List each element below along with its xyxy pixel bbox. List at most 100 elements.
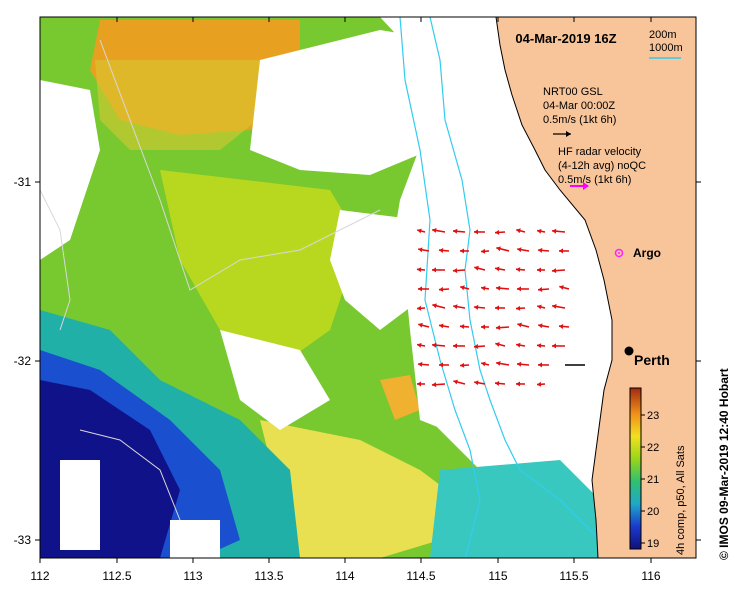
radar-velocity-arrowhead — [474, 380, 479, 386]
contour-200m — [429, 17, 611, 558]
radar-velocity-arrowhead — [418, 361, 423, 367]
radar-velocity-arrowhead — [481, 324, 485, 330]
radar-velocity-arrowhead — [496, 361, 501, 366]
cloud-speckle — [540, 400, 580, 430]
radar-velocity-arrowhead — [474, 304, 479, 310]
radar-velocity-arrowhead — [537, 267, 541, 273]
colorbar-ticks — [641, 414, 645, 544]
radar-velocity-arrowhead — [460, 324, 465, 329]
x-tick-label: 114 — [335, 569, 354, 583]
radar-velocity-arrowhead — [537, 304, 542, 310]
colorbar-label: 4h comp, p50, All Sats — [675, 445, 687, 555]
radar-velocity-arrowhead — [495, 305, 499, 311]
radar-velocity-arrowhead — [432, 303, 437, 309]
credit-text: © IMOS 09-Mar-2019 12:40 Hobart — [717, 368, 731, 560]
contour-1000m — [399, 17, 481, 558]
radar-velocity-arrowhead — [453, 379, 458, 385]
model-legend-line2: 04-Mar 00:00Z — [543, 100, 615, 112]
radar-velocity-arrowhead — [538, 323, 543, 329]
radar-velocity-arrowhead — [439, 248, 444, 253]
radar-velocity-arrowhead — [552, 304, 557, 309]
radar-velocity-arrowhead — [516, 342, 521, 348]
radar-legend-line2: (4-12h avg) noQC — [558, 160, 646, 172]
radar-velocity-arrowhead — [517, 247, 522, 253]
x-tick-label: 113.5 — [254, 569, 283, 583]
radar-velocity-arrowhead — [418, 247, 423, 253]
radar-velocity-arrowhead — [516, 305, 521, 311]
radar-velocity-arrowhead — [439, 362, 443, 368]
cloud-center — [330, 210, 420, 330]
radar-velocity-arrowhead — [453, 228, 458, 234]
contour-deep-2 — [40, 189, 71, 331]
radar-velocity-arrowhead — [474, 265, 479, 271]
x-tick-label: 112 — [30, 569, 49, 583]
radar-velocity-arrowhead — [417, 228, 422, 234]
radar-legend-line3: 0.5m/s (1kt 6h) — [558, 174, 631, 186]
radar-velocity-arrowhead — [432, 267, 436, 273]
model-legend-line1: NRT00 GSL — [543, 86, 603, 98]
cloud-north-center — [250, 30, 470, 175]
radar-velocity-arrowhead — [516, 381, 520, 387]
radar-velocity-arrowhead — [439, 286, 444, 292]
radar-velocity-arrowhead — [481, 285, 486, 291]
contour-deep-3 — [79, 429, 181, 521]
sst-yellowgreen-region — [160, 170, 360, 380]
radar-velocity-arrowhead — [517, 322, 522, 328]
radar-velocity-arrowhead — [453, 268, 458, 274]
argo-label: Argo — [633, 246, 661, 260]
x-tick-label: 116 — [641, 569, 660, 583]
cloud-mid — [440, 150, 520, 230]
radar-velocity-arrowhead — [439, 323, 444, 329]
x-tick-label: 114.5 — [406, 569, 435, 583]
y-axis — [35, 181, 701, 541]
radar-velocity-arrowhead — [495, 342, 500, 347]
radar-velocity-arrowhead — [417, 267, 422, 273]
cloud-speckle — [60, 460, 100, 550]
argo-marker — [614, 248, 624, 258]
cloud-south — [220, 330, 330, 430]
radar-velocity-arrowhead — [495, 266, 500, 272]
colorbar-tick-21: 21 — [647, 474, 659, 486]
radar-velocity-arrowhead — [537, 228, 542, 234]
sst-yellow-region — [260, 420, 460, 558]
x-tick-label: 113 — [183, 569, 202, 583]
colorbar-tick-20: 20 — [647, 506, 659, 518]
radar-velocity-arrowhead — [460, 362, 465, 368]
radar-velocity-arrowhead — [432, 228, 437, 233]
radar-velocity-arrowhead — [417, 342, 422, 348]
radar-velocity-arrowhead — [417, 305, 422, 311]
radar-velocity-arrowhead — [538, 247, 543, 253]
radar-velocity-arrowhead — [537, 381, 542, 387]
map-title: 04-Mar-2019 16Z — [515, 31, 616, 46]
contour-legend-200m: 200m — [649, 29, 677, 41]
radar-velocity-arrowhead — [418, 322, 423, 328]
radar-velocity-arrowhead — [552, 343, 556, 349]
sst-cyan-east-region — [430, 460, 600, 558]
radar-legend-arrow — [570, 182, 589, 190]
radar-velocity-arrowhead — [460, 248, 464, 254]
radar-velocity-arrowhead — [559, 285, 564, 290]
sst-field — [40, 17, 696, 558]
radar-velocity-arrowhead — [453, 343, 457, 349]
cloud-northwest — [40, 80, 100, 260]
radar-velocity-arrowhead — [516, 267, 521, 272]
radar-velocity-arrowhead — [496, 246, 501, 252]
radar-velocity-arrowhead — [453, 304, 458, 310]
radar-velocity-arrowhead — [552, 228, 557, 234]
x-tick-label: 112.5 — [102, 569, 131, 583]
model-legend-line3: 0.5m/s (1kt 6h) — [543, 114, 616, 126]
contour-deep — [99, 39, 381, 291]
colorbar-tick-23: 23 — [647, 410, 659, 422]
radar-velocity-arrowhead — [517, 361, 522, 367]
radar-velocity-arrowhead — [559, 324, 564, 329]
radar-legend-line1: HF radar velocity — [558, 146, 642, 158]
y-tick-label: -33 — [14, 533, 32, 547]
radar-velocity-arrowhead — [481, 361, 486, 367]
radar-velocity-arrowhead — [495, 229, 500, 235]
radar-velocity-arrowhead — [496, 325, 501, 331]
sst-yellow-north-region — [95, 60, 270, 150]
radar-velocity-arrowhead — [460, 285, 465, 291]
radar-velocity-arrowhead — [496, 285, 501, 291]
radar-velocity-arrowhead — [552, 268, 557, 274]
perth-label: Perth — [634, 352, 670, 368]
